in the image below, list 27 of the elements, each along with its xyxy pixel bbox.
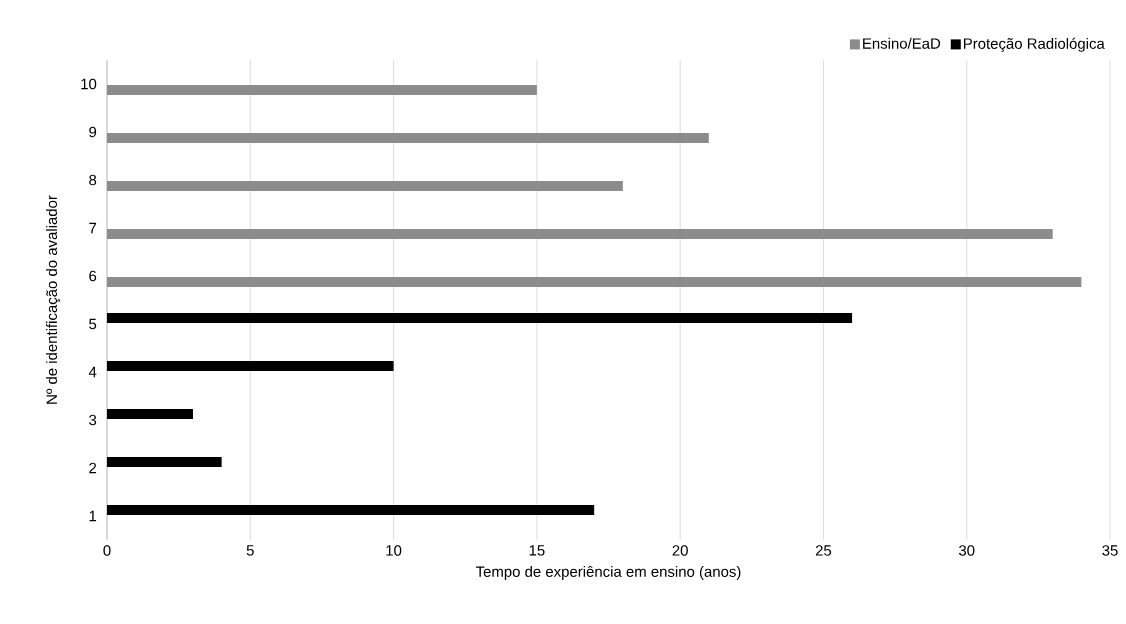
x-tick-label: 15 <box>529 545 545 556</box>
y-tick-label: 5 <box>89 318 97 330</box>
y-tick-label: 3 <box>89 414 97 426</box>
bar <box>107 361 394 371</box>
y-tick-label: 8 <box>89 174 97 186</box>
legend-label: Ensino/EaD <box>863 37 941 49</box>
bar <box>107 409 193 419</box>
y-tick-label: 4 <box>88 366 97 378</box>
legend-label: Proteção Radiológica <box>963 37 1105 52</box>
x-tick-label: 10 <box>386 545 402 556</box>
bar <box>107 312 853 323</box>
x-tick-label: 20 <box>672 545 688 556</box>
y-tick-label: 2 <box>89 462 97 474</box>
x-tick-label: 35 <box>1102 545 1118 556</box>
x-tick-label: 5 <box>246 545 254 556</box>
y-axis-title: Nº de identificação do avaliador <box>46 195 61 404</box>
y-tick-label: 1 <box>89 510 97 522</box>
y-tick-label: 10 <box>81 78 97 90</box>
bar <box>107 505 595 515</box>
y-tick-label: 9 <box>89 126 97 138</box>
x-tick-label: 30 <box>958 545 975 556</box>
y-tick-label: 7 <box>89 222 97 234</box>
bar <box>107 457 222 467</box>
y-tick-label: 6 <box>89 270 97 282</box>
x-tick-label: 0 <box>103 545 111 556</box>
x-axis-title: Tempo de experiência em ensino (anos) <box>475 565 741 580</box>
x-tick-label: 25 <box>815 545 832 556</box>
